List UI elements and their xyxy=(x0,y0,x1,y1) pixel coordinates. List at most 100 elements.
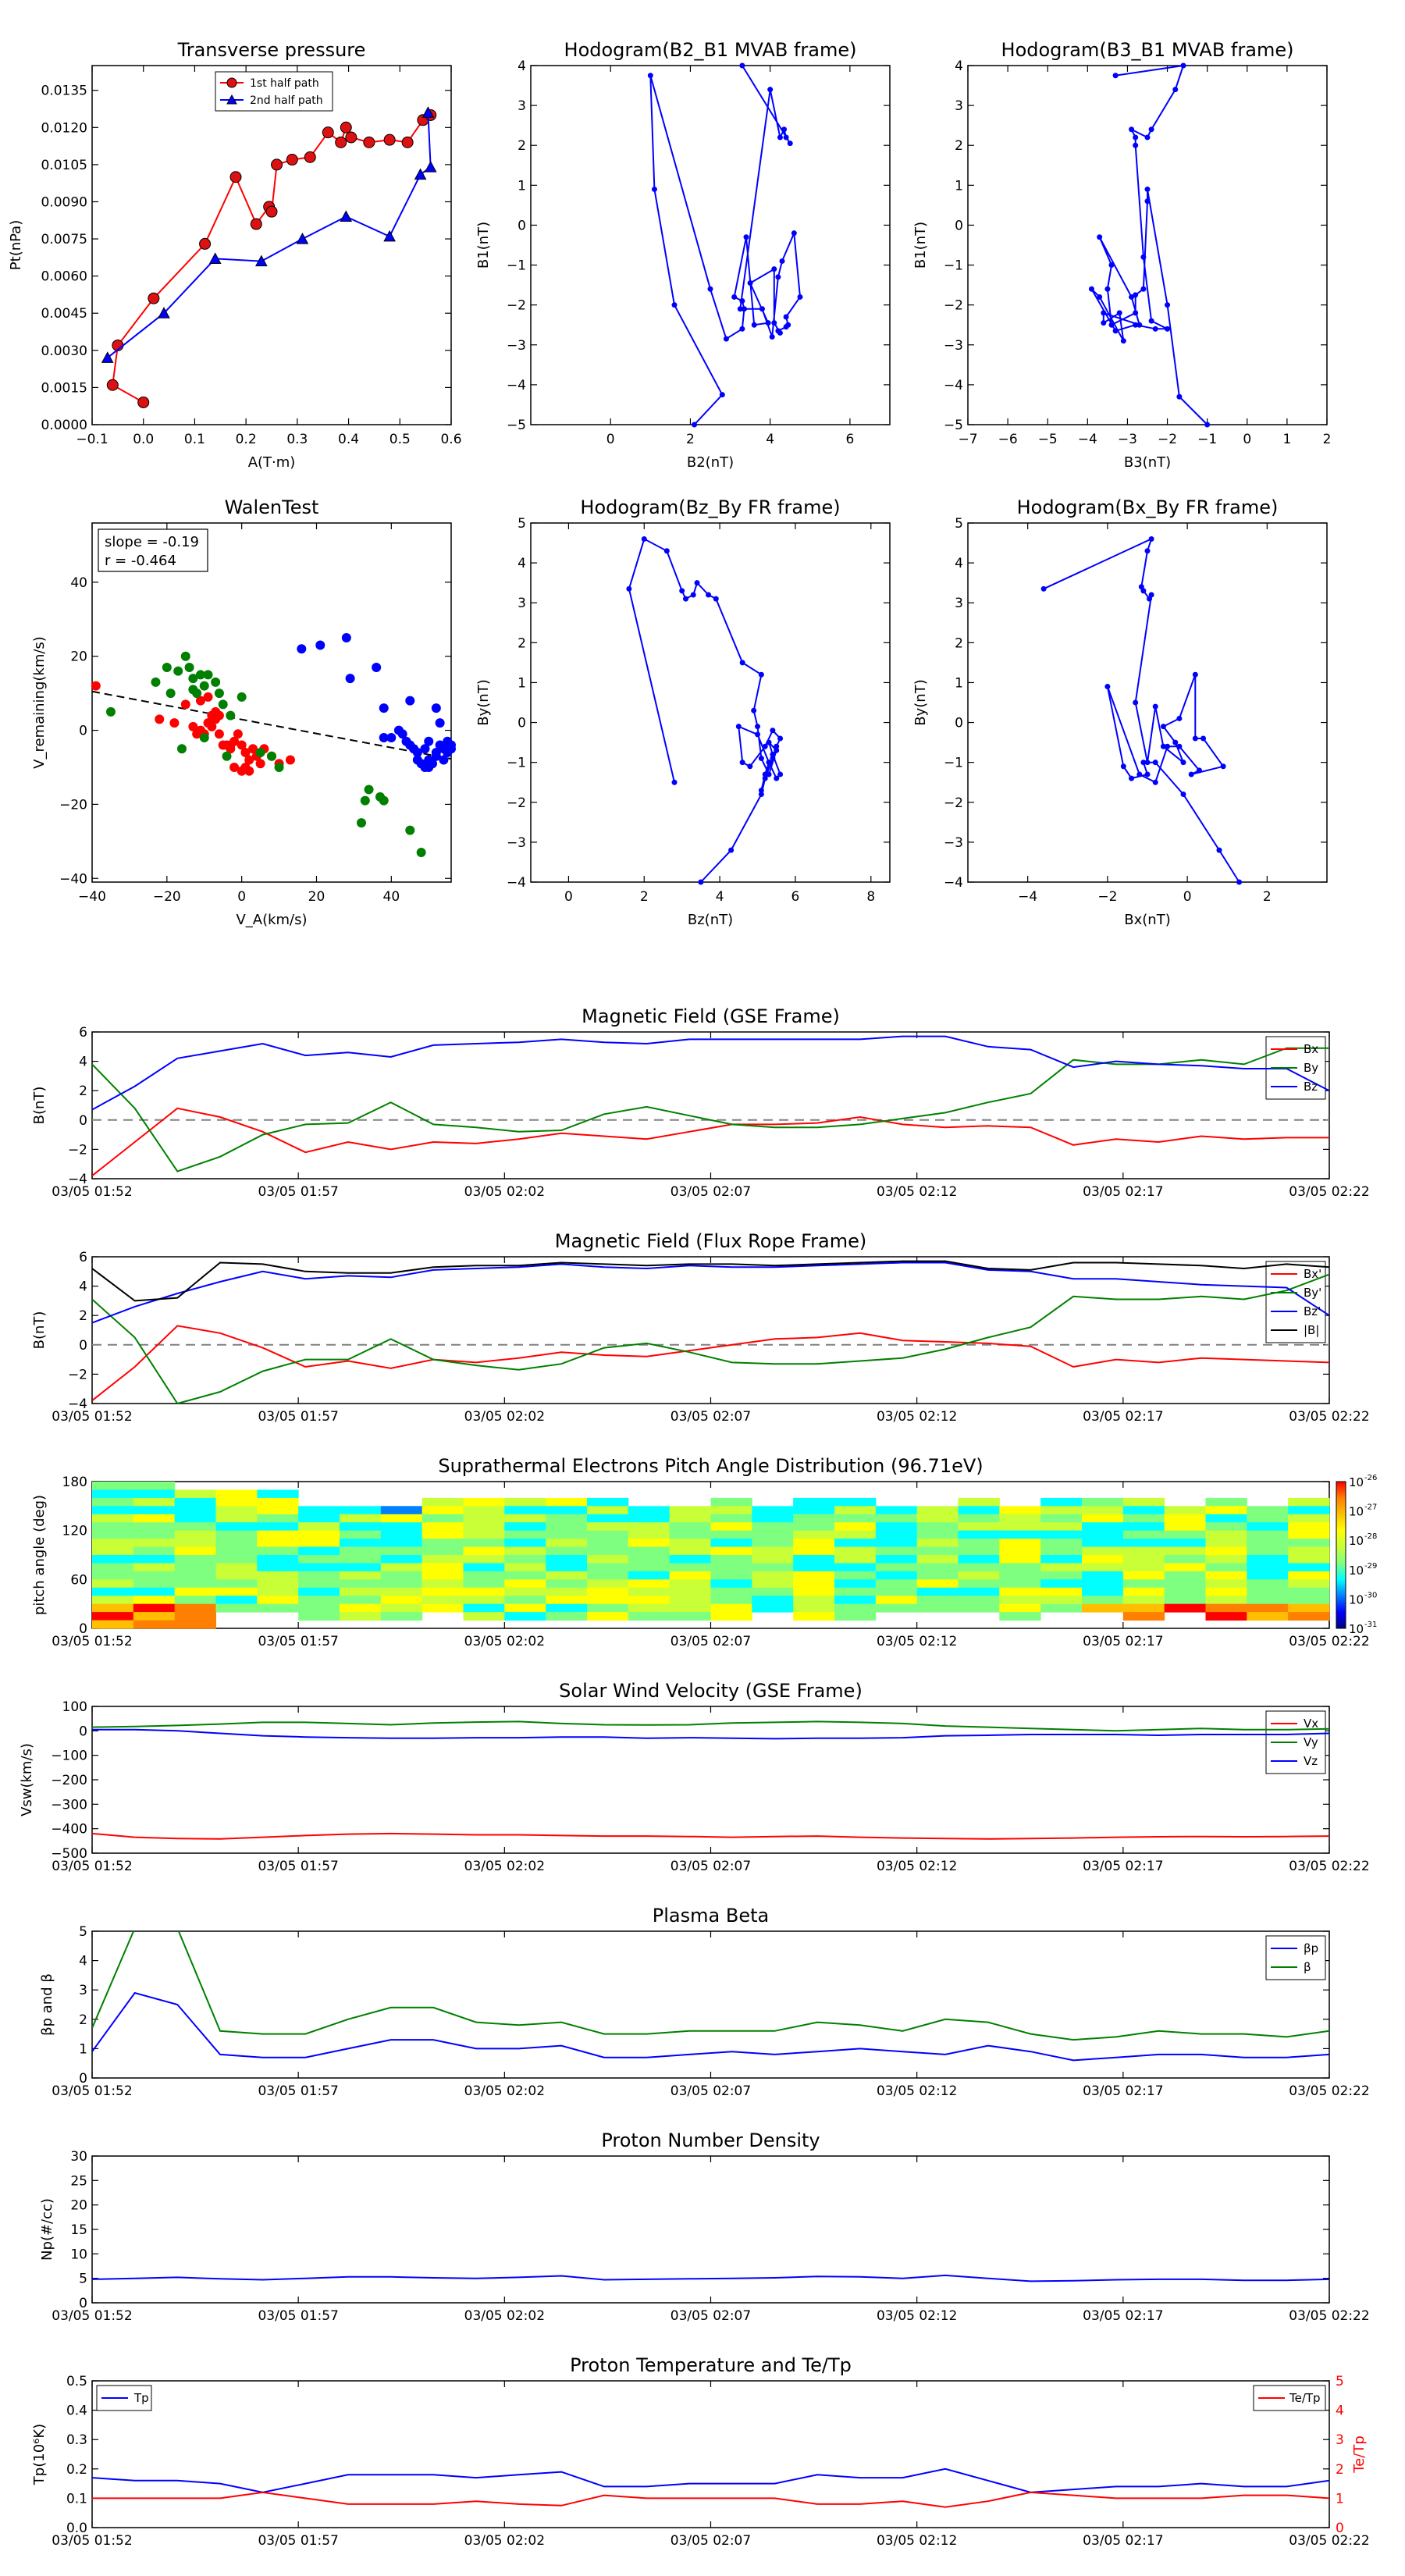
pad-cell xyxy=(1247,1563,1289,1572)
pad-cell xyxy=(1205,1596,1247,1605)
pt-point xyxy=(414,168,427,180)
pad-cell xyxy=(875,1563,918,1572)
h2-point xyxy=(1144,186,1151,192)
h3-ylabel: By(nT) xyxy=(475,679,492,725)
tp-legend-right-label: Te/Tp xyxy=(1289,2391,1321,2405)
pad-cell xyxy=(958,1514,1000,1523)
walen-point xyxy=(386,733,397,743)
pad-cell xyxy=(999,1603,1041,1613)
tp-time-label: 03/05 02:12 xyxy=(877,2533,957,2549)
pad-cell xyxy=(958,1539,1000,1548)
pad-cell xyxy=(875,1506,918,1515)
pad-cell xyxy=(875,1603,918,1613)
h3-point xyxy=(728,847,735,853)
pad-cell xyxy=(174,1579,216,1589)
pad-cell xyxy=(1205,1579,1247,1589)
h4-ytick-label: 4 xyxy=(955,556,963,571)
walen-point xyxy=(222,751,232,761)
pad-cell xyxy=(380,1587,423,1596)
pad-cell xyxy=(710,1514,752,1523)
h2-ytick-label: −5 xyxy=(944,418,963,433)
pad-cell xyxy=(916,1546,959,1556)
pad-cell xyxy=(133,1522,176,1532)
vsw-ytick-label: 100 xyxy=(62,1699,87,1715)
pad-cell xyxy=(504,1522,546,1532)
bgse-ytick-label: −4 xyxy=(68,1172,87,1187)
walen-point xyxy=(151,677,161,687)
h3-xtick-label: 8 xyxy=(866,889,875,905)
walen-title: WalenTest xyxy=(225,496,319,518)
np-series-line xyxy=(92,2274,1329,2282)
h2-frame xyxy=(967,65,1328,425)
h2-point xyxy=(1152,326,1158,332)
h4-point xyxy=(1172,739,1179,745)
pad-cell xyxy=(504,1563,546,1572)
pad-cell xyxy=(1164,1539,1206,1548)
pad-colorbar-label: 10 xyxy=(1349,1505,1364,1519)
pad-cell xyxy=(628,1539,670,1548)
tp-ylabel: Tp(10⁶K) xyxy=(31,2424,48,2485)
walen-point xyxy=(240,748,251,758)
walen-point xyxy=(274,762,284,772)
pad-cell xyxy=(504,1571,546,1580)
h4-ylabel: By(nT) xyxy=(912,679,929,725)
pad-cell xyxy=(710,1522,752,1532)
pad-cell xyxy=(463,1514,505,1523)
pt-xtick-label: −0.1 xyxy=(76,432,108,447)
pad-cell xyxy=(834,1497,877,1507)
pt-ytick-label: 0.0090 xyxy=(41,194,87,210)
pt-ytick-label: 0.0105 xyxy=(41,158,87,173)
pad-cell xyxy=(174,1596,216,1605)
pad-cell xyxy=(1122,1563,1165,1572)
h3-point xyxy=(698,879,704,885)
pad-cell xyxy=(628,1579,670,1589)
pad-cell xyxy=(340,1555,382,1564)
pad-cell xyxy=(916,1596,959,1605)
h3-frame xyxy=(530,522,891,883)
pt-series-line xyxy=(112,114,432,404)
pad-cell xyxy=(669,1506,711,1515)
h3-point xyxy=(770,728,776,734)
walen-point xyxy=(169,718,180,728)
h2-point xyxy=(1097,294,1103,300)
pad-cell xyxy=(257,1571,299,1580)
pad-cell xyxy=(916,1522,959,1532)
pad-cell xyxy=(174,1489,216,1499)
pad-cell xyxy=(546,1603,588,1613)
pad-cell xyxy=(710,1612,752,1621)
pt-ytick-label: 0.0075 xyxy=(41,232,87,247)
pad-title: Suprathermal Electrons Pitch Angle Distr… xyxy=(438,1455,983,1477)
pad-cell xyxy=(587,1596,629,1605)
walen-point xyxy=(229,762,240,772)
h2-point xyxy=(1176,393,1183,400)
h2-point xyxy=(1172,87,1179,93)
pad-cell xyxy=(752,1546,794,1556)
pad-cell xyxy=(834,1506,877,1515)
pad-cell xyxy=(834,1563,877,1572)
h3-ytick-label: 3 xyxy=(518,596,526,611)
pad-cell xyxy=(1247,1522,1289,1532)
h4-xtick-label: 2 xyxy=(1263,889,1272,905)
h2-point xyxy=(1129,294,1135,300)
h3-title: Hodogram(Bz_By FR frame) xyxy=(580,496,840,518)
bfr-legend-box xyxy=(1265,1261,1326,1343)
pad-cell xyxy=(215,1571,258,1580)
h2-xtick-label: 1 xyxy=(1282,432,1291,447)
pad-cell xyxy=(793,1497,835,1507)
pad-cell xyxy=(546,1514,588,1523)
h3-point xyxy=(762,743,768,749)
pad-cell xyxy=(380,1522,423,1532)
pad-ytick-label: 0 xyxy=(79,1621,87,1637)
pad-cell xyxy=(1122,1506,1165,1515)
pad-cell xyxy=(710,1579,752,1589)
tp-ytick-right-label: 0 xyxy=(1336,2521,1344,2536)
pad-cell xyxy=(1122,1596,1165,1605)
walen-point xyxy=(364,785,374,795)
pad-cell xyxy=(215,1530,258,1539)
pad-cell xyxy=(1164,1514,1206,1523)
pad-cell xyxy=(587,1612,629,1621)
walen-point xyxy=(345,674,355,684)
walen-point xyxy=(180,651,190,661)
pad-cell xyxy=(834,1587,877,1596)
h1-point xyxy=(797,294,803,300)
